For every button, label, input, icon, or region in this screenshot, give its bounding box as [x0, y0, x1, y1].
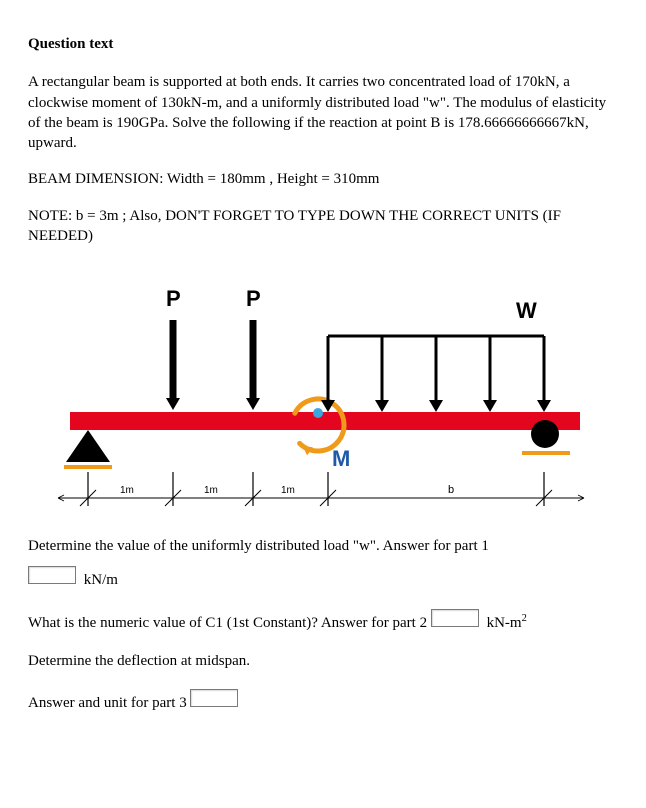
answer-2-input[interactable] — [431, 609, 479, 627]
question-heading: Question text — [28, 34, 618, 54]
question-3: Determine the deflection at midspan. — [28, 651, 618, 671]
answer-1-row: kN/m — [28, 566, 618, 590]
svg-text:W: W — [516, 298, 537, 323]
svg-text:1m: 1m — [281, 485, 295, 496]
answer-2-unit: kN-m2 — [487, 615, 527, 631]
answer-1-input[interactable] — [28, 566, 76, 584]
intro-paragraph: A rectangular beam is supported at both … — [28, 72, 618, 153]
svg-text:P: P — [166, 286, 181, 311]
question-1-text: Determine the value of the uniformly dis… — [28, 538, 489, 554]
note-paragraph: NOTE: b = 3m ; Also, DON'T FORGET TO TYP… — [28, 206, 618, 247]
svg-text:b: b — [448, 484, 454, 496]
svg-text:1m: 1m — [120, 485, 134, 496]
svg-text:M: M — [332, 446, 350, 471]
answer-3-label: Answer and unit for part 3 — [28, 695, 187, 711]
question-2: What is the numeric value of C1 (1st Con… — [28, 609, 618, 633]
question-2-text: What is the numeric value of C1 (1st Con… — [28, 615, 427, 631]
svg-text:1m: 1m — [204, 485, 218, 496]
answer-3-row: Answer and unit for part 3 — [28, 689, 618, 713]
svg-text:P: P — [246, 286, 261, 311]
answer-3-input[interactable] — [190, 689, 238, 707]
answer-1-unit: kN/m — [84, 572, 118, 588]
question-1: Determine the value of the uniformly dis… — [28, 536, 618, 556]
beam-diagram: P P M W 1m 1m 1m b — [28, 262, 618, 522]
beam-dimension: BEAM DIMENSION: Width = 180mm , Height =… — [28, 169, 618, 189]
